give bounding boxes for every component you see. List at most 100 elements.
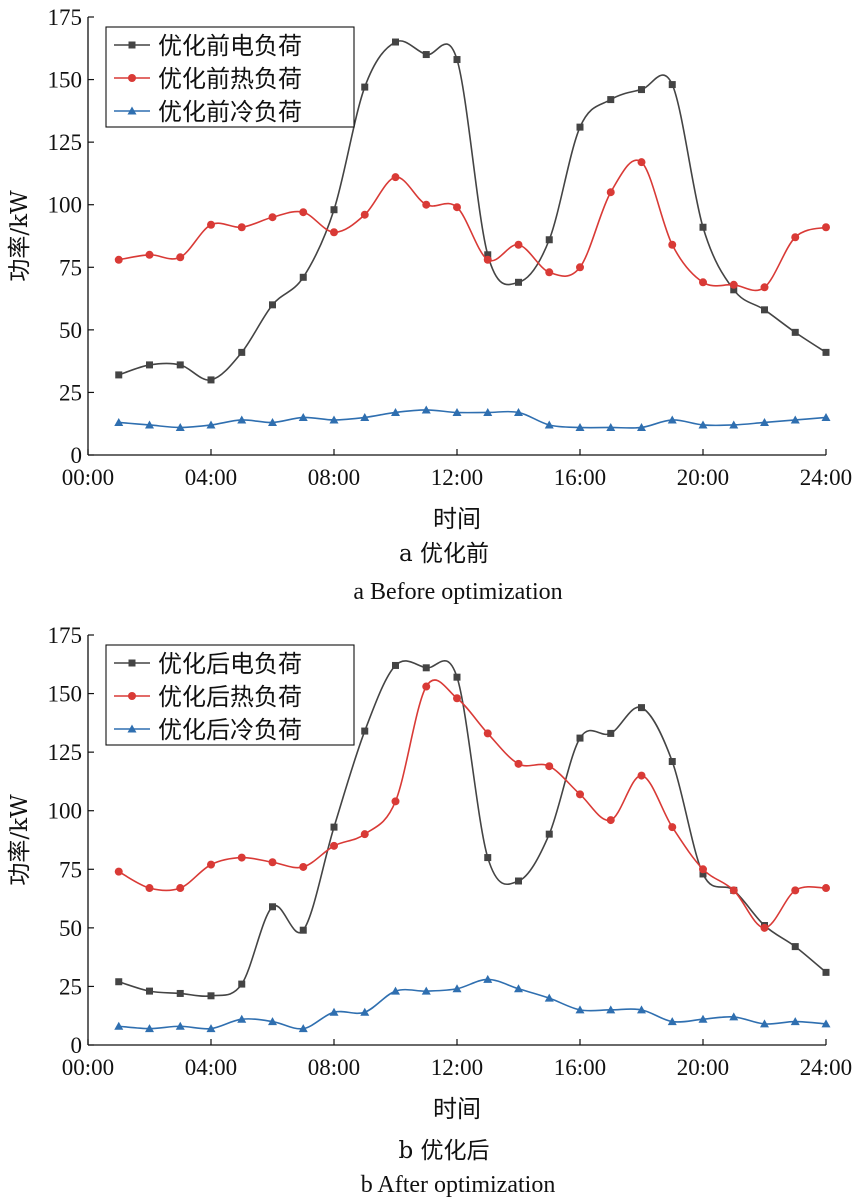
y-tick-label: 125	[48, 130, 83, 155]
data-point	[607, 96, 615, 104]
data-point	[361, 727, 369, 735]
data-point	[637, 422, 646, 431]
data-point	[822, 968, 830, 976]
x-tick-label: 24:00	[800, 1055, 852, 1080]
x-tick-label: 16:00	[554, 1055, 606, 1080]
legend-label: 优化前热负荷	[158, 65, 302, 93]
y-tick-label: 175	[48, 623, 83, 648]
data-point	[667, 415, 677, 424]
data-point	[544, 420, 554, 429]
y-axis-label: 功率/kW	[7, 190, 33, 282]
data-point	[146, 987, 153, 995]
x-tick-label: 00:00	[62, 1055, 114, 1080]
legend-item: 优化前电负荷	[114, 32, 302, 60]
y-tick-label: 50	[59, 318, 82, 343]
data-point	[821, 412, 831, 421]
x-tick-label: 04:00	[185, 465, 237, 490]
data-point	[760, 1019, 769, 1028]
y-tick-label: 25	[59, 380, 82, 405]
series-triangle	[114, 405, 831, 431]
y-tick-label: 50	[59, 916, 82, 941]
data-point	[115, 978, 123, 986]
data-point	[483, 407, 493, 416]
data-point	[114, 417, 124, 426]
data-point	[237, 1014, 247, 1023]
y-tick-label: 175	[48, 5, 83, 30]
data-point	[483, 974, 493, 983]
data-point	[668, 823, 677, 832]
data-point	[699, 278, 707, 287]
data-point	[606, 422, 616, 431]
y-tick-label: 150	[48, 68, 83, 93]
data-point	[822, 884, 830, 893]
data-point	[238, 980, 246, 988]
data-point	[791, 943, 799, 951]
data-point	[576, 790, 584, 799]
data-point	[268, 858, 277, 867]
data-point	[791, 328, 799, 336]
data-point	[514, 407, 523, 416]
data-point	[790, 415, 800, 424]
data-point	[821, 1019, 831, 1028]
data-point	[545, 762, 554, 771]
series-line	[118, 409, 827, 429]
y-tick-label: 0	[71, 1033, 83, 1058]
x-axis-label: 时间	[433, 1095, 481, 1123]
legend-marker	[128, 41, 136, 49]
data-point	[514, 984, 523, 993]
data-point	[299, 926, 307, 934]
data-point	[483, 729, 492, 738]
data-point	[206, 420, 216, 429]
y-axis-label: 功率/kW	[7, 794, 33, 886]
data-point	[392, 38, 399, 46]
y-tick-label: 125	[48, 740, 83, 765]
data-point	[176, 884, 185, 893]
data-point	[237, 415, 247, 424]
data-point	[545, 830, 553, 838]
data-point	[760, 923, 769, 932]
data-point	[761, 306, 768, 314]
data-point	[237, 223, 246, 232]
data-point	[453, 694, 461, 703]
data-point	[298, 1024, 308, 1033]
data-point	[207, 376, 215, 384]
legend-marker	[128, 74, 136, 82]
data-point	[268, 213, 277, 222]
data-point	[606, 1005, 616, 1014]
data-point	[269, 301, 276, 309]
caption-english: a Before optimization	[353, 579, 562, 605]
data-point	[453, 56, 461, 64]
caption-chinese: a 优化前	[399, 541, 489, 567]
data-point	[544, 993, 554, 1002]
data-point	[360, 210, 369, 219]
legend-label: 优化前冷负荷	[158, 98, 302, 126]
x-tick-label: 04:00	[185, 1055, 237, 1080]
data-point	[175, 422, 185, 431]
data-point	[515, 877, 522, 885]
data-point	[329, 415, 339, 424]
data-point	[269, 903, 276, 911]
data-point	[606, 816, 615, 825]
legend-marker	[127, 724, 137, 733]
legend-marker	[128, 692, 136, 700]
y-tick-label: 150	[48, 682, 83, 707]
data-point	[791, 886, 800, 895]
series-circle	[114, 679, 830, 932]
data-point	[146, 361, 153, 369]
y-tick-label: 75	[59, 857, 82, 882]
data-point	[729, 886, 738, 895]
data-point	[391, 173, 400, 182]
data-point	[391, 986, 400, 995]
series-line	[118, 978, 827, 1030]
data-point	[207, 992, 215, 1000]
series-circle	[114, 158, 830, 292]
data-point	[637, 771, 646, 780]
data-point	[268, 417, 277, 426]
data-point	[360, 412, 370, 421]
data-point	[484, 251, 492, 259]
data-point	[145, 250, 154, 259]
chart-panel-after: 0 25 50 75 100 125 150 175 00:00 04:00 08:00 12:00 1…	[7, 623, 852, 1198]
data-point	[391, 407, 400, 416]
